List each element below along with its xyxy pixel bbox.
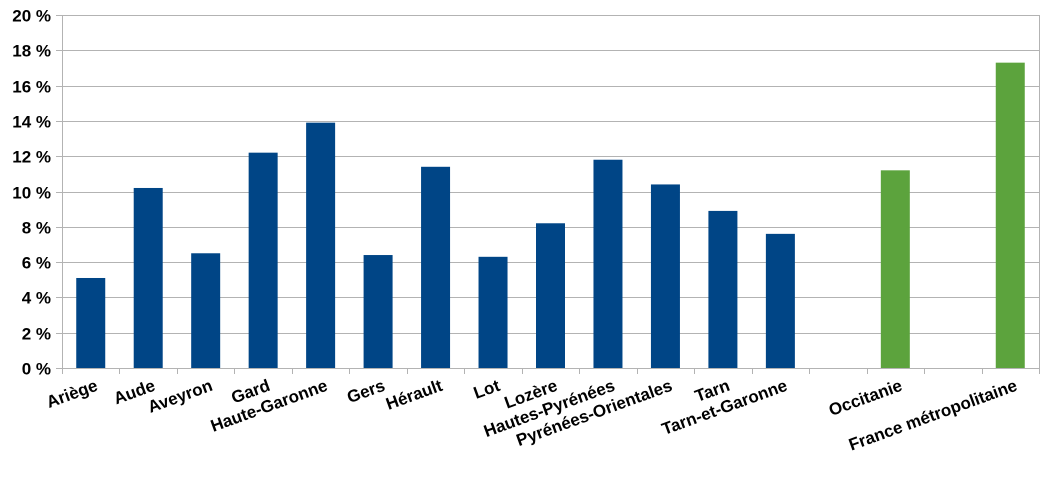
bar (593, 159, 623, 368)
y-tick-label: 14 % (12, 113, 51, 132)
bar (765, 233, 795, 368)
bar (248, 152, 278, 368)
y-tick-label: 16 % (12, 78, 51, 97)
bar (880, 170, 910, 368)
bar (478, 256, 508, 368)
bar (306, 122, 336, 368)
bar (363, 255, 393, 368)
axes (62, 15, 1040, 374)
y-axis-tick-labels: 0 % 2 % 4 % 6 % 8 % 10 % 12 % 14 % 16 % 18 % 20 % (12, 7, 51, 379)
x-category-label: Ariège (44, 376, 100, 412)
bar (536, 223, 565, 368)
x-category-label: Occitanie (826, 376, 904, 420)
bar (708, 210, 738, 368)
bar (76, 277, 106, 368)
y-tick-label: 8 % (22, 219, 51, 238)
bar (421, 166, 451, 368)
y-tick-label: 18 % (12, 42, 51, 61)
bar (191, 253, 221, 368)
x-category-label: Gers (345, 376, 388, 407)
y-tick-label: 0 % (22, 360, 51, 379)
bar (133, 187, 163, 368)
y-tick-label: 4 % (22, 289, 51, 308)
bar (995, 62, 1025, 368)
y-tick-label: 12 % (12, 148, 51, 167)
bars (76, 62, 1025, 368)
x-category-label: Lot (471, 376, 503, 403)
bar (650, 184, 680, 368)
y-tick-label: 2 % (22, 325, 51, 344)
y-tick-label: 6 % (22, 254, 51, 273)
y-tick-label: 20 % (12, 7, 51, 26)
y-tick-label: 10 % (12, 184, 51, 203)
x-category-label: Aveyron (145, 376, 215, 417)
x-category-label: Hérault (383, 376, 445, 414)
